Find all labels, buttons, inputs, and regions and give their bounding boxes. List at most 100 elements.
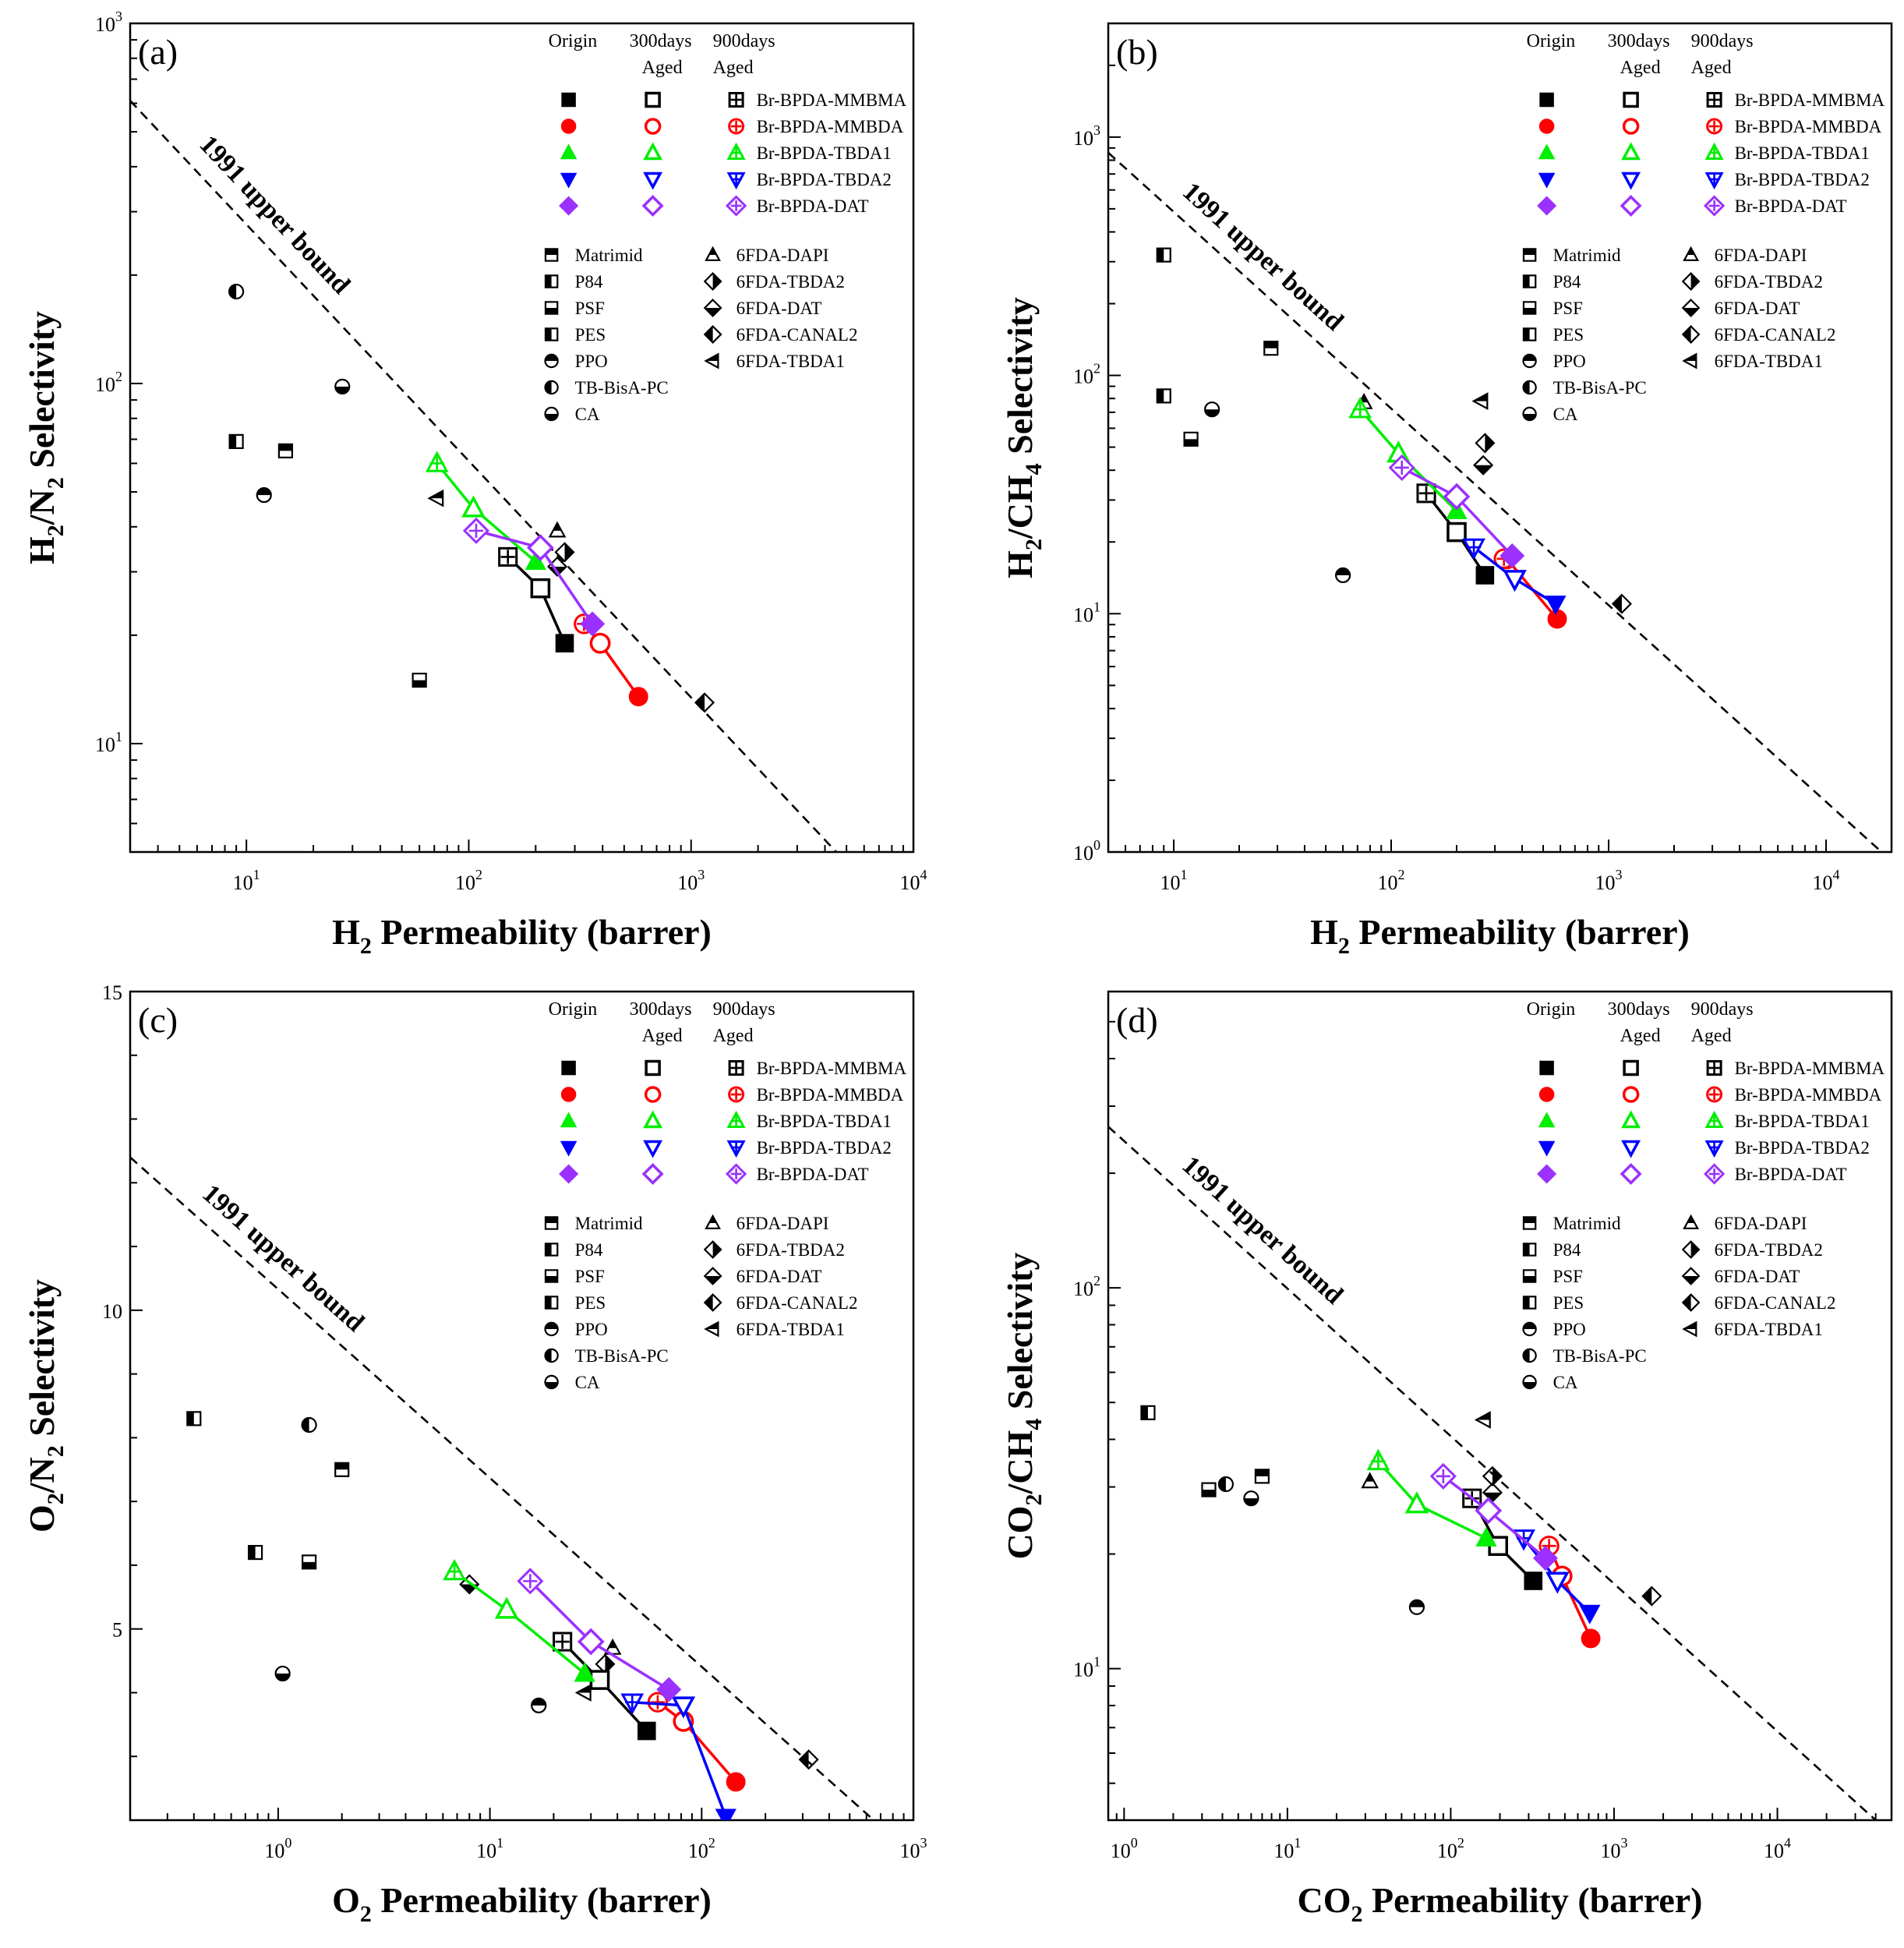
legend-header: Origin bbox=[1527, 999, 1576, 1020]
legend-label: Br-BPDA-TBDA2 bbox=[1735, 170, 1870, 189]
x-tick-label: 100 bbox=[1111, 1835, 1138, 1862]
ref-point-ca bbox=[334, 378, 351, 395]
y-tick-label: 100 bbox=[1073, 837, 1100, 864]
ref-point-tb-bisa-pc bbox=[1217, 1476, 1235, 1493]
legend-header: Aged bbox=[642, 58, 683, 78]
legend-label: TB-BisA-PC bbox=[575, 1346, 669, 1366]
x-tick-label: 104 bbox=[1764, 1835, 1791, 1862]
legend-marker-br-bpda-mmbda bbox=[1706, 1086, 1723, 1103]
ref-point-tb-bisa-pc bbox=[301, 1416, 317, 1434]
legend-marker-br-bpda-mmbda bbox=[1538, 1087, 1555, 1102]
legend-marker-br-bpda-mmbda bbox=[728, 1086, 745, 1103]
legend-label: Br-BPDA-MMBDA bbox=[1735, 1085, 1882, 1105]
legend-label: PPO bbox=[1553, 352, 1586, 371]
y-tick-label: 103 bbox=[1073, 122, 1100, 150]
y-axis-title: H2/CH4 Selectivity bbox=[1000, 297, 1047, 578]
legend-ref-marker-6fda-canal2 bbox=[703, 325, 722, 344]
data-point-br-bpda-dat bbox=[1532, 1545, 1558, 1571]
legend-marker-br-bpda-mmbma bbox=[561, 92, 576, 108]
legend-header: 300days bbox=[1608, 999, 1670, 1020]
legend-label: 6FDA-DAPI bbox=[737, 1214, 829, 1233]
legend-label: PES bbox=[1553, 1293, 1584, 1313]
legend-marker-br-bpda-tbda1 bbox=[643, 1110, 663, 1129]
legend-label: Br-BPDA-TBDA1 bbox=[757, 1112, 892, 1131]
legend-ref-marker-6fda-dat bbox=[1681, 299, 1701, 317]
legend-label: TB-BisA-PC bbox=[1553, 1346, 1647, 1366]
legend-marker-br-bpda-dat bbox=[641, 1163, 664, 1185]
x-tick-label: 102 bbox=[1377, 867, 1404, 894]
chart-panel-a: 101 102 103 104 101 102 103 H2 Permeability (ba… bbox=[22, 9, 927, 959]
x-axis-title: O2 Permeability (barrer) bbox=[332, 1880, 712, 1927]
ref-point-ppo bbox=[1334, 567, 1351, 584]
ref-point-psf bbox=[1183, 431, 1199, 447]
legend-ref-marker-matrimid bbox=[544, 1216, 559, 1230]
panel-label: (b) bbox=[1116, 32, 1158, 72]
x-axis-title: CO2 Permeability (barrer) bbox=[1298, 1880, 1703, 1927]
legend-label: Br-BPDA-DAT bbox=[1735, 1165, 1847, 1184]
y-tick-label: 103 bbox=[95, 9, 122, 36]
x-axis: 101 102 103 104 bbox=[129, 840, 927, 894]
data-point-br-bpda-dat bbox=[580, 611, 606, 637]
legend-label: 6FDA-TBDA2 bbox=[1715, 1240, 1823, 1260]
x-tick-label: 102 bbox=[688, 1835, 715, 1862]
x-tick-label: 102 bbox=[455, 867, 482, 894]
legend-marker-br-bpda-tbda2 bbox=[1538, 1140, 1556, 1157]
upper-bound-label: 1991 upper bound bbox=[196, 1179, 369, 1337]
data-point-br-bpda-dat bbox=[1429, 1462, 1457, 1490]
legend-ref-marker-matrimid bbox=[544, 248, 559, 262]
ref-point-6fda-canal2 bbox=[1611, 593, 1632, 614]
ref-point-p84 bbox=[228, 433, 244, 450]
legend-ref-marker-6fda-dapi bbox=[1683, 1214, 1700, 1229]
legend-label: PSF bbox=[1553, 299, 1583, 318]
ref-point-6fda-tbda2 bbox=[1475, 433, 1496, 454]
legend-label: 6FDA-CANAL2 bbox=[1715, 325, 1836, 345]
legend-marker-br-bpda-mmbda bbox=[1622, 118, 1640, 135]
legend-marker-br-bpda-mmbda bbox=[1706, 118, 1723, 135]
legend-marker-br-bpda-dat bbox=[725, 195, 747, 217]
legend-marker-br-bpda-mmbda bbox=[1622, 1086, 1640, 1103]
data-point-br-bpda-dat bbox=[517, 1568, 544, 1595]
ref-point-ca bbox=[1204, 401, 1220, 418]
legend-label: P84 bbox=[575, 272, 603, 292]
data-point-br-bpda-dat bbox=[1388, 454, 1415, 482]
legend-label: PPO bbox=[1553, 1320, 1586, 1339]
legend-label: CA bbox=[575, 1373, 600, 1392]
data-point-br-bpda-mmbda bbox=[589, 632, 611, 654]
x-axis-title: H2 Permeability (barrer) bbox=[1310, 912, 1690, 959]
legend-ref-marker-6fda-tbda1 bbox=[704, 352, 719, 369]
upper-bound-label: 1991 upper bound bbox=[1177, 1151, 1349, 1310]
legend-header: Aged bbox=[1691, 58, 1732, 78]
data-point-br-bpda-tbda1 bbox=[461, 495, 486, 518]
legend-marker-br-bpda-mmbma bbox=[728, 1060, 744, 1076]
data-point-br-bpda-tbda2 bbox=[1462, 538, 1485, 560]
legend-marker-br-bpda-tbda2 bbox=[560, 172, 578, 189]
y-axis-title: O2/N2 Selectivity bbox=[22, 1279, 69, 1533]
data-point-br-bpda-tbda1 bbox=[1366, 1448, 1390, 1471]
legend-ref-marker-6fda-tbda2 bbox=[703, 272, 722, 291]
legend-label: TB-BisA-PC bbox=[1553, 378, 1647, 398]
data-point-br-bpda-dat bbox=[462, 517, 490, 544]
legend-marker-br-bpda-mmbma bbox=[1623, 91, 1639, 108]
ref-point-matrimid bbox=[277, 443, 294, 458]
legend-label: Br-BPDA-MMBDA bbox=[757, 1085, 904, 1105]
ref-point-6fda-canal2 bbox=[1641, 1586, 1662, 1607]
data-point-br-bpda-mmbma bbox=[1475, 566, 1495, 585]
legend-label: Br-BPDA-DAT bbox=[1735, 196, 1847, 216]
data-point-br-bpda-tbda2 bbox=[1545, 1571, 1570, 1594]
legend-marker-br-bpda-tbda1 bbox=[560, 1112, 578, 1128]
data-point-br-bpda-dat bbox=[526, 534, 554, 561]
legend-marker-br-bpda-tbda1 bbox=[1538, 143, 1556, 160]
upper-bound-line bbox=[130, 100, 838, 852]
legend-label: 6FDA-DAT bbox=[1715, 299, 1800, 318]
legend-label: Br-BPDA-TBDA2 bbox=[757, 170, 892, 189]
legend-ref-marker-psf bbox=[1522, 1269, 1537, 1283]
legend-marker-br-bpda-dat bbox=[1703, 195, 1726, 217]
ref-point-matrimid bbox=[1254, 1469, 1270, 1484]
legend-marker-br-bpda-dat bbox=[559, 196, 579, 216]
legend-header: Aged bbox=[713, 1026, 754, 1046]
ref-point-6fda-tbda2 bbox=[554, 542, 575, 563]
data-point-br-bpda-dat bbox=[577, 1628, 605, 1656]
legend-header: Origin bbox=[549, 999, 598, 1020]
legend-ref-marker-pes bbox=[544, 327, 559, 341]
legend: Origin 300daysAged900daysAgedBr-BPDA-MMBM… bbox=[1522, 31, 1885, 424]
